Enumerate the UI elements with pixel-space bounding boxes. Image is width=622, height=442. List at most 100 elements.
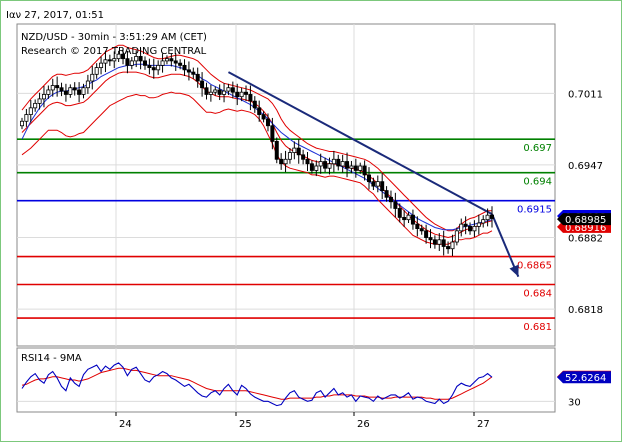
- candle-body: [424, 230, 429, 238]
- candle-body: [28, 107, 33, 115]
- candle: [380, 173, 385, 199]
- candle-body: [446, 246, 451, 250]
- candle-body: [375, 181, 380, 187]
- candle: [349, 160, 354, 174]
- candle: [468, 222, 473, 235]
- candle-body: [296, 147, 301, 156]
- candle-body: [125, 58, 130, 66]
- candle: [191, 67, 196, 79]
- candle-body: [314, 165, 319, 171]
- candle-body: [402, 217, 407, 221]
- candle: [28, 100, 33, 123]
- candle: [301, 149, 306, 165]
- trend-line: [227, 71, 493, 215]
- y-tick-label: 0.6947: [568, 161, 603, 172]
- price-tag-current-text: 0.68985: [565, 215, 606, 226]
- rsi-y-tick-label: 30: [568, 397, 581, 408]
- candle-body: [380, 181, 385, 191]
- candle-body: [340, 161, 345, 167]
- candle: [68, 84, 73, 98]
- candle-body: [287, 152, 292, 160]
- candle-body: [358, 165, 363, 171]
- candle-body: [195, 73, 200, 82]
- candle: [340, 154, 345, 173]
- rsi-tag-value-bg: [557, 371, 611, 384]
- x-tick-label: 24: [119, 419, 132, 430]
- x-tick-label: 26: [357, 419, 370, 430]
- candle: [415, 216, 420, 237]
- rsi-title: RSI14 - 9MA: [21, 353, 82, 364]
- candle-body: [178, 62, 183, 66]
- candle-body: [68, 87, 73, 95]
- candle-body: [468, 225, 473, 232]
- candle-body: [33, 102, 38, 109]
- candle: [358, 162, 363, 174]
- candle-body: [345, 161, 350, 169]
- candle-body: [160, 60, 165, 66]
- candle: [432, 235, 437, 249]
- candle: [200, 72, 205, 97]
- candle-body: [327, 163, 332, 169]
- candle: [362, 160, 367, 181]
- candle-body: [222, 90, 227, 95]
- candle-body: [252, 100, 257, 109]
- candle-body: [393, 201, 398, 209]
- candle-body: [121, 53, 126, 60]
- candle-body: [415, 223, 420, 230]
- candle: [50, 78, 55, 97]
- candle: [33, 99, 38, 112]
- candle: [287, 148, 292, 164]
- candle: [384, 186, 389, 202]
- projection-arrow-head: [509, 264, 519, 277]
- candle: [208, 84, 213, 102]
- candle-body: [213, 89, 218, 93]
- chart-title: NZD/USD - 30min - 3:51:29 AM (CET): [21, 32, 207, 43]
- candle: [248, 85, 253, 111]
- candle-body: [103, 59, 108, 64]
- candle: [134, 50, 139, 68]
- candle-body: [265, 118, 270, 127]
- price-tag-red-text: 0.68916: [565, 223, 606, 234]
- candle-body: [90, 73, 95, 82]
- bollinger-upper: [21, 44, 492, 232]
- candle-body: [59, 87, 64, 92]
- candle: [309, 160, 314, 174]
- candle-body: [309, 163, 314, 171]
- candle: [371, 177, 376, 191]
- level-label: 0.694: [523, 177, 552, 188]
- candle-body: [226, 87, 231, 92]
- candle-body: [182, 64, 187, 71]
- candle-body: [371, 181, 376, 187]
- candle: [428, 229, 433, 249]
- candle: [59, 82, 64, 97]
- candle: [345, 152, 350, 178]
- candle-body: [200, 80, 205, 89]
- candle: [77, 82, 82, 103]
- candle-body: [481, 219, 486, 224]
- candle-body: [239, 91, 244, 98]
- candle-body: [230, 87, 235, 93]
- candle: [19, 117, 24, 130]
- candle: [156, 60, 161, 75]
- candle-body: [142, 60, 147, 66]
- candle-body: [112, 58, 117, 62]
- candle-body: [19, 120, 24, 127]
- candle-body: [257, 107, 262, 115]
- candle-body: [279, 158, 284, 165]
- candle: [402, 210, 407, 227]
- candle-body: [406, 214, 411, 221]
- candle: [81, 83, 86, 99]
- candle: [274, 137, 279, 164]
- candle: [41, 86, 46, 108]
- candle-body: [305, 158, 310, 165]
- candle-body: [81, 87, 86, 95]
- candle-body: [270, 125, 275, 142]
- candle: [164, 55, 169, 65]
- y-tick-label: 0.6882: [568, 234, 603, 245]
- candle-body: [248, 94, 253, 102]
- candle: [323, 157, 328, 173]
- rsi-tag-value: 52.6264: [557, 371, 611, 384]
- candle-body: [362, 165, 367, 176]
- candle-body: [156, 64, 161, 71]
- candle: [217, 84, 222, 101]
